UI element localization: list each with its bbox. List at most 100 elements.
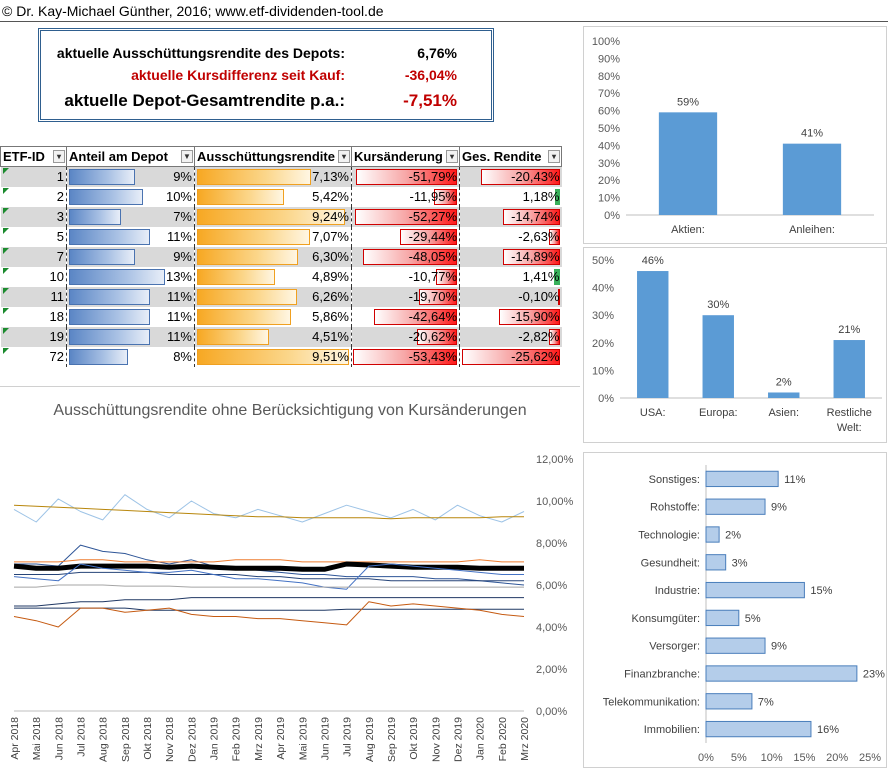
y-tick-label: 30% xyxy=(598,158,620,170)
cell-aus[interactable]: 7,13% xyxy=(194,166,352,187)
cell-aus[interactable]: 4,51% xyxy=(194,326,352,347)
bar xyxy=(702,315,734,398)
asset-class-chart-panel: 0% 10% 20% 30% 40% 50% 60% 70% 80% 90% 100% 59% Akti… xyxy=(583,26,887,244)
cell-anteil[interactable]: 11% xyxy=(66,286,195,307)
cell-ges[interactable]: -14,74% xyxy=(459,206,562,227)
cell-etf-id[interactable]: 1 xyxy=(0,166,67,187)
x-tick-label: 10% xyxy=(761,752,783,764)
cell-etf-id[interactable]: 11 xyxy=(0,286,67,307)
data-label: 21% xyxy=(838,324,860,336)
cell-etf-id[interactable]: 7 xyxy=(0,246,67,267)
summary-label: aktuelle Ausschüttungsrendite des Depots… xyxy=(56,45,345,61)
cell-anteil[interactable]: 11% xyxy=(66,226,195,247)
cell-kurs[interactable]: -20,62% xyxy=(351,326,460,347)
cell-aus[interactable]: 6,26% xyxy=(194,286,352,307)
summary-label: aktuelle Depot-Gesamtrendite p.a.: xyxy=(64,91,345,110)
x-tick-label: Okt 2019 xyxy=(408,717,420,760)
cell-etf-id[interactable]: 5 xyxy=(0,226,67,247)
cell-ges[interactable]: -2,82% xyxy=(459,326,562,347)
x-tick-label: Feb 2019 xyxy=(231,717,243,762)
data-label: 59% xyxy=(677,96,699,108)
cell-ges[interactable]: 1,41% xyxy=(459,266,562,287)
y-tick-label: 0% xyxy=(604,210,620,222)
cell-aus[interactable]: 9,51% xyxy=(194,346,352,367)
cell-anteil[interactable]: 7% xyxy=(66,206,195,227)
cell-kurs[interactable]: -42,64% xyxy=(351,306,460,327)
series-line xyxy=(14,597,524,607)
filter-active-icon[interactable]: ▼ xyxy=(181,150,193,163)
yield-line-chart-panel: Ausschüttungsrendite ohne Berücksichtigu… xyxy=(0,386,580,768)
cell-anteil[interactable]: 9% xyxy=(66,166,195,187)
cell-etf-id[interactable]: 2 xyxy=(0,186,67,207)
bar xyxy=(705,470,779,488)
series-line xyxy=(14,559,524,563)
filter-dropdown-icon[interactable]: ▾ xyxy=(548,150,560,163)
cell-anteil[interactable]: 9% xyxy=(66,246,195,267)
cell-anteil[interactable]: 13% xyxy=(66,266,195,287)
x-tick-label: Mrz 2019 xyxy=(253,717,265,761)
cell-kurs[interactable]: -29,44% xyxy=(351,226,460,247)
data-label: 7% xyxy=(758,696,774,708)
cell-etf-id[interactable]: 3 xyxy=(0,206,67,227)
series-line xyxy=(14,571,524,582)
data-label: 46% xyxy=(642,255,664,267)
cell-aus[interactable]: 4,89% xyxy=(194,266,352,287)
header-etf-id[interactable]: ETF-ID ▾ xyxy=(0,146,67,167)
cell-ges[interactable]: -25,62% xyxy=(459,346,562,367)
cell-etf-id[interactable]: 10 xyxy=(0,266,67,287)
category-label: Versorger: xyxy=(649,641,700,653)
cell-anteil[interactable]: 11% xyxy=(66,306,195,327)
category-label: Immobilien: xyxy=(644,724,700,736)
summary-value: -7,51% xyxy=(403,91,457,110)
cell-kurs[interactable]: -48,05% xyxy=(351,246,460,267)
x-tick-label: Dez 2018 xyxy=(186,717,198,762)
x-tick-label: Sep 2018 xyxy=(120,717,132,762)
header-anteil[interactable]: Anteil am Depot ▼ xyxy=(66,146,195,167)
x-tick-label: 0% xyxy=(698,752,714,764)
cell-anteil[interactable]: 11% xyxy=(66,326,195,347)
cell-kurs[interactable]: -51,79% xyxy=(351,166,460,187)
header-ges-rendite[interactable]: Ges. Rendite ▾ xyxy=(459,146,562,167)
bar xyxy=(705,637,766,654)
cell-etf-id[interactable]: 18 xyxy=(0,306,67,327)
cell-ges[interactable]: -2,63% xyxy=(459,226,562,247)
cell-kurs[interactable]: -19,70% xyxy=(351,286,460,307)
y-tick-label: 50% xyxy=(592,255,614,267)
cell-aus[interactable]: 6,30% xyxy=(194,246,352,267)
cell-aus[interactable]: 7,07% xyxy=(194,226,352,247)
y-tick-label: 0,00% xyxy=(536,706,567,718)
cell-etf-id[interactable]: 19 xyxy=(0,326,67,347)
y-tick-label: 50% xyxy=(598,123,620,135)
cell-ges[interactable]: -20,43% xyxy=(459,166,562,187)
yield-line-chart: Ausschüttungsrendite ohne Berücksichtigu… xyxy=(9,402,574,762)
filter-dropdown-icon[interactable]: ▾ xyxy=(338,150,350,163)
cell-etf-id[interactable]: 72 xyxy=(0,346,67,367)
cell-kurs[interactable]: -53,43% xyxy=(351,346,460,367)
chart-title: Ausschüttungsrendite ohne Berücksichtigu… xyxy=(53,402,526,419)
x-tick-label: Dez 2019 xyxy=(452,717,464,762)
cell-anteil[interactable]: 8% xyxy=(66,346,195,367)
filter-dropdown-icon[interactable]: ▾ xyxy=(53,150,65,163)
cell-kurs[interactable]: -10,77% xyxy=(351,266,460,287)
bar xyxy=(705,498,766,515)
cell-aus[interactable]: 9,24% xyxy=(194,206,352,227)
cell-anteil[interactable]: 10% xyxy=(66,186,195,207)
x-tick-label: Aug 2019 xyxy=(364,717,376,762)
copyright-text: © Dr. Kay-Michael Günther, 2016; www.etf… xyxy=(0,0,888,22)
filter-dropdown-icon[interactable]: ▾ xyxy=(446,150,458,163)
cell-aus[interactable]: 5,42% xyxy=(194,186,352,207)
x-tick-label: Feb 2020 xyxy=(497,717,509,762)
cell-ges[interactable]: -0,10% xyxy=(459,286,562,307)
cell-kurs[interactable]: -11,95% xyxy=(351,186,460,207)
cell-ges[interactable]: -14,89% xyxy=(459,246,562,267)
cell-aus[interactable]: 5,86% xyxy=(194,306,352,327)
category-label: Finanzbranche: xyxy=(624,669,700,681)
header-ausschuettung[interactable]: Ausschüttungsrendite ▾ xyxy=(194,146,352,167)
header-kursaenderung[interactable]: Kursänderung ▾ xyxy=(351,146,460,167)
series-line xyxy=(13,601,525,628)
cell-ges[interactable]: -15,90% xyxy=(459,306,562,327)
cell-kurs[interactable]: -52,27% xyxy=(351,206,460,227)
data-label: 2% xyxy=(776,376,792,388)
table-row: 2 10% 5,42% -11,95% 1,18% xyxy=(0,186,562,207)
cell-ges[interactable]: 1,18% xyxy=(459,186,562,207)
